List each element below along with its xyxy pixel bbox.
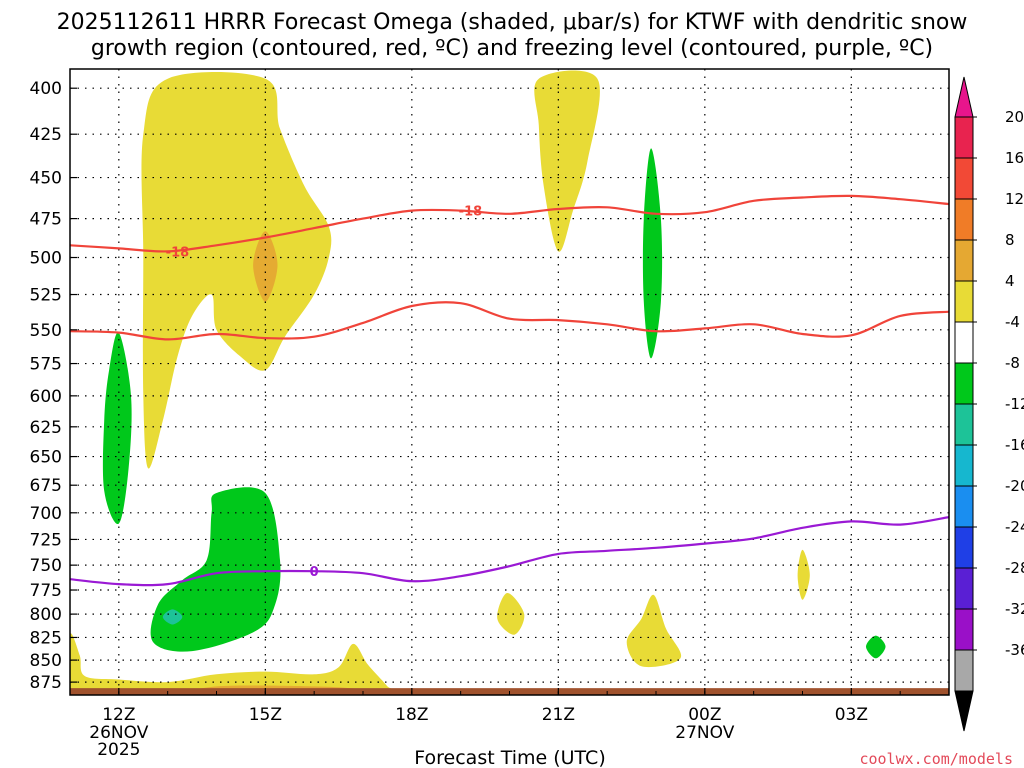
y-tick-label-675: 675 [30, 476, 62, 496]
y-tick-label-550: 550 [30, 321, 62, 341]
omega-region-upward-motion-zone-left [141, 72, 332, 469]
y-tick-label-500: 500 [30, 249, 62, 269]
x-tick-label-15Z: 15Z [249, 705, 282, 725]
omega-region-spot [162, 609, 183, 625]
colorbar-label-2: 12 [1005, 190, 1024, 208]
y-tick-label-525: 525 [30, 286, 62, 306]
colorbar-segment-12 [954, 608, 974, 651]
omega-region-near-surface-band [70, 633, 416, 695]
credit-text: coolwx.com/models [859, 750, 1013, 768]
y-tick-label-600: 600 [30, 387, 62, 407]
y-tick-label-850: 850 [30, 651, 62, 671]
contour-dendritic-lower [70, 301, 949, 341]
colorbar-label-7: -12 [1005, 395, 1024, 413]
omega-region-upward-motion-zone-21z [534, 70, 600, 252]
y-tick-label-425: 425 [30, 125, 62, 145]
colorbar-label-1: 16 [1005, 149, 1024, 167]
colorbar-label-11: -28 [1005, 559, 1024, 577]
omega-region-small-blob-20z [497, 592, 525, 635]
colorbar-segment-9 [954, 485, 974, 528]
colorbar-label-3: 8 [1005, 231, 1015, 249]
x-tick-date-00Z: 27NOV [675, 723, 734, 743]
y-tick-label-575: 575 [30, 355, 62, 375]
omega-region-downward-motion-blob-14z [150, 487, 281, 652]
colorbar-top-extend [954, 76, 974, 118]
omega-region-downward-motion-streak-23z [642, 148, 663, 359]
y-tick-label-800: 800 [30, 605, 62, 625]
omega-region-small-blob-03-5z [866, 635, 886, 659]
colorbar-segment-last [954, 649, 974, 692]
colorbar-label-10: -24 [1005, 518, 1024, 536]
y-tick-label-475: 475 [30, 210, 62, 230]
shaded-regions [70, 70, 949, 695]
colorbar-segment-2 [954, 198, 974, 241]
colorbar-label-0: 20 [1005, 108, 1024, 126]
contour-lines [70, 194, 949, 587]
y-tick-label-450: 450 [30, 169, 62, 189]
colorbar-segment-3 [954, 239, 974, 282]
omega-region-diamond-15z [253, 231, 278, 302]
contour-label-minus18-right: -18 [459, 205, 483, 220]
chart-title-line1: 2025112611 HRRR Forecast Omega (shaded, … [57, 10, 968, 35]
y-tick-label-725: 725 [30, 530, 62, 550]
y-tick-label-400: 400 [30, 79, 62, 99]
y-tick-label-750: 750 [30, 556, 62, 576]
plot-area: -18 -18 0 400 425 450 475 500 525 550 575 600 625 650… [30, 68, 950, 760]
colorbar-label-4: 4 [1005, 272, 1015, 290]
x-tick-label-00Z: 00Z [688, 705, 721, 725]
x-tick-year-12Z: 2025 [97, 740, 140, 760]
contour-label-minus18-left: -18 [166, 245, 190, 260]
omega-region-small-blob-23z [626, 594, 682, 668]
x-tick-date-12Z: 26NOV [89, 723, 148, 743]
colorbar-segment-10 [954, 526, 974, 569]
omega-region-downward-motion-streak-12z [102, 332, 132, 525]
colorbar-segment-6 [954, 362, 974, 405]
colorbar-bottom-extend [954, 690, 974, 732]
contour-label-freezing: 0 [310, 565, 319, 580]
colorbar-segment-4 [954, 280, 974, 323]
colorbar: 20 16 12 8 4 -4 -8 -12 -16 -20 -24 -28 -32 -36 [954, 76, 1024, 732]
y-tick-label-825: 825 [30, 628, 62, 648]
y-tick-label-650: 650 [30, 448, 62, 468]
y-axis: 400 425 450 475 500 525 550 575 600 625 650 675 700 7… [30, 79, 77, 693]
x-tick-label-18Z: 18Z [395, 705, 428, 725]
y-tick-label-700: 700 [30, 504, 62, 524]
chart-title-line2: growth region (contoured, red, ºC) and f… [91, 36, 933, 61]
colorbar-segment-5 [954, 321, 974, 364]
contour-freezing-level [70, 516, 949, 587]
colorbar-segment-8 [954, 444, 974, 487]
colorbar-segment-7 [954, 403, 974, 446]
colorbar-label-13: -36 [1005, 641, 1024, 659]
colorbar-label-12: -32 [1005, 600, 1024, 618]
contour-dendritic-upper [70, 194, 949, 253]
y-tick-label-775: 775 [30, 581, 62, 601]
x-tick-label-12Z: 12Z [102, 705, 135, 725]
colorbar-segment-11 [954, 567, 974, 610]
colorbar-segment-0 [954, 116, 974, 159]
colorbar-segment-1 [954, 157, 974, 200]
colorbar-label-5: -4 [1005, 313, 1020, 331]
x-axis-label: Forecast Time (UTC) [414, 747, 605, 768]
x-tick-label-21Z: 21Z [542, 705, 575, 725]
colorbar-label-8: -16 [1005, 436, 1024, 454]
colorbar-label-9: -20 [1005, 477, 1024, 495]
y-tick-label-875: 875 [30, 673, 62, 693]
colorbar-label-6: -8 [1005, 354, 1020, 372]
x-tick-label-03Z: 03Z [835, 705, 868, 725]
y-tick-label-625: 625 [30, 418, 62, 438]
omega-region-small-blob-02z [797, 549, 810, 600]
